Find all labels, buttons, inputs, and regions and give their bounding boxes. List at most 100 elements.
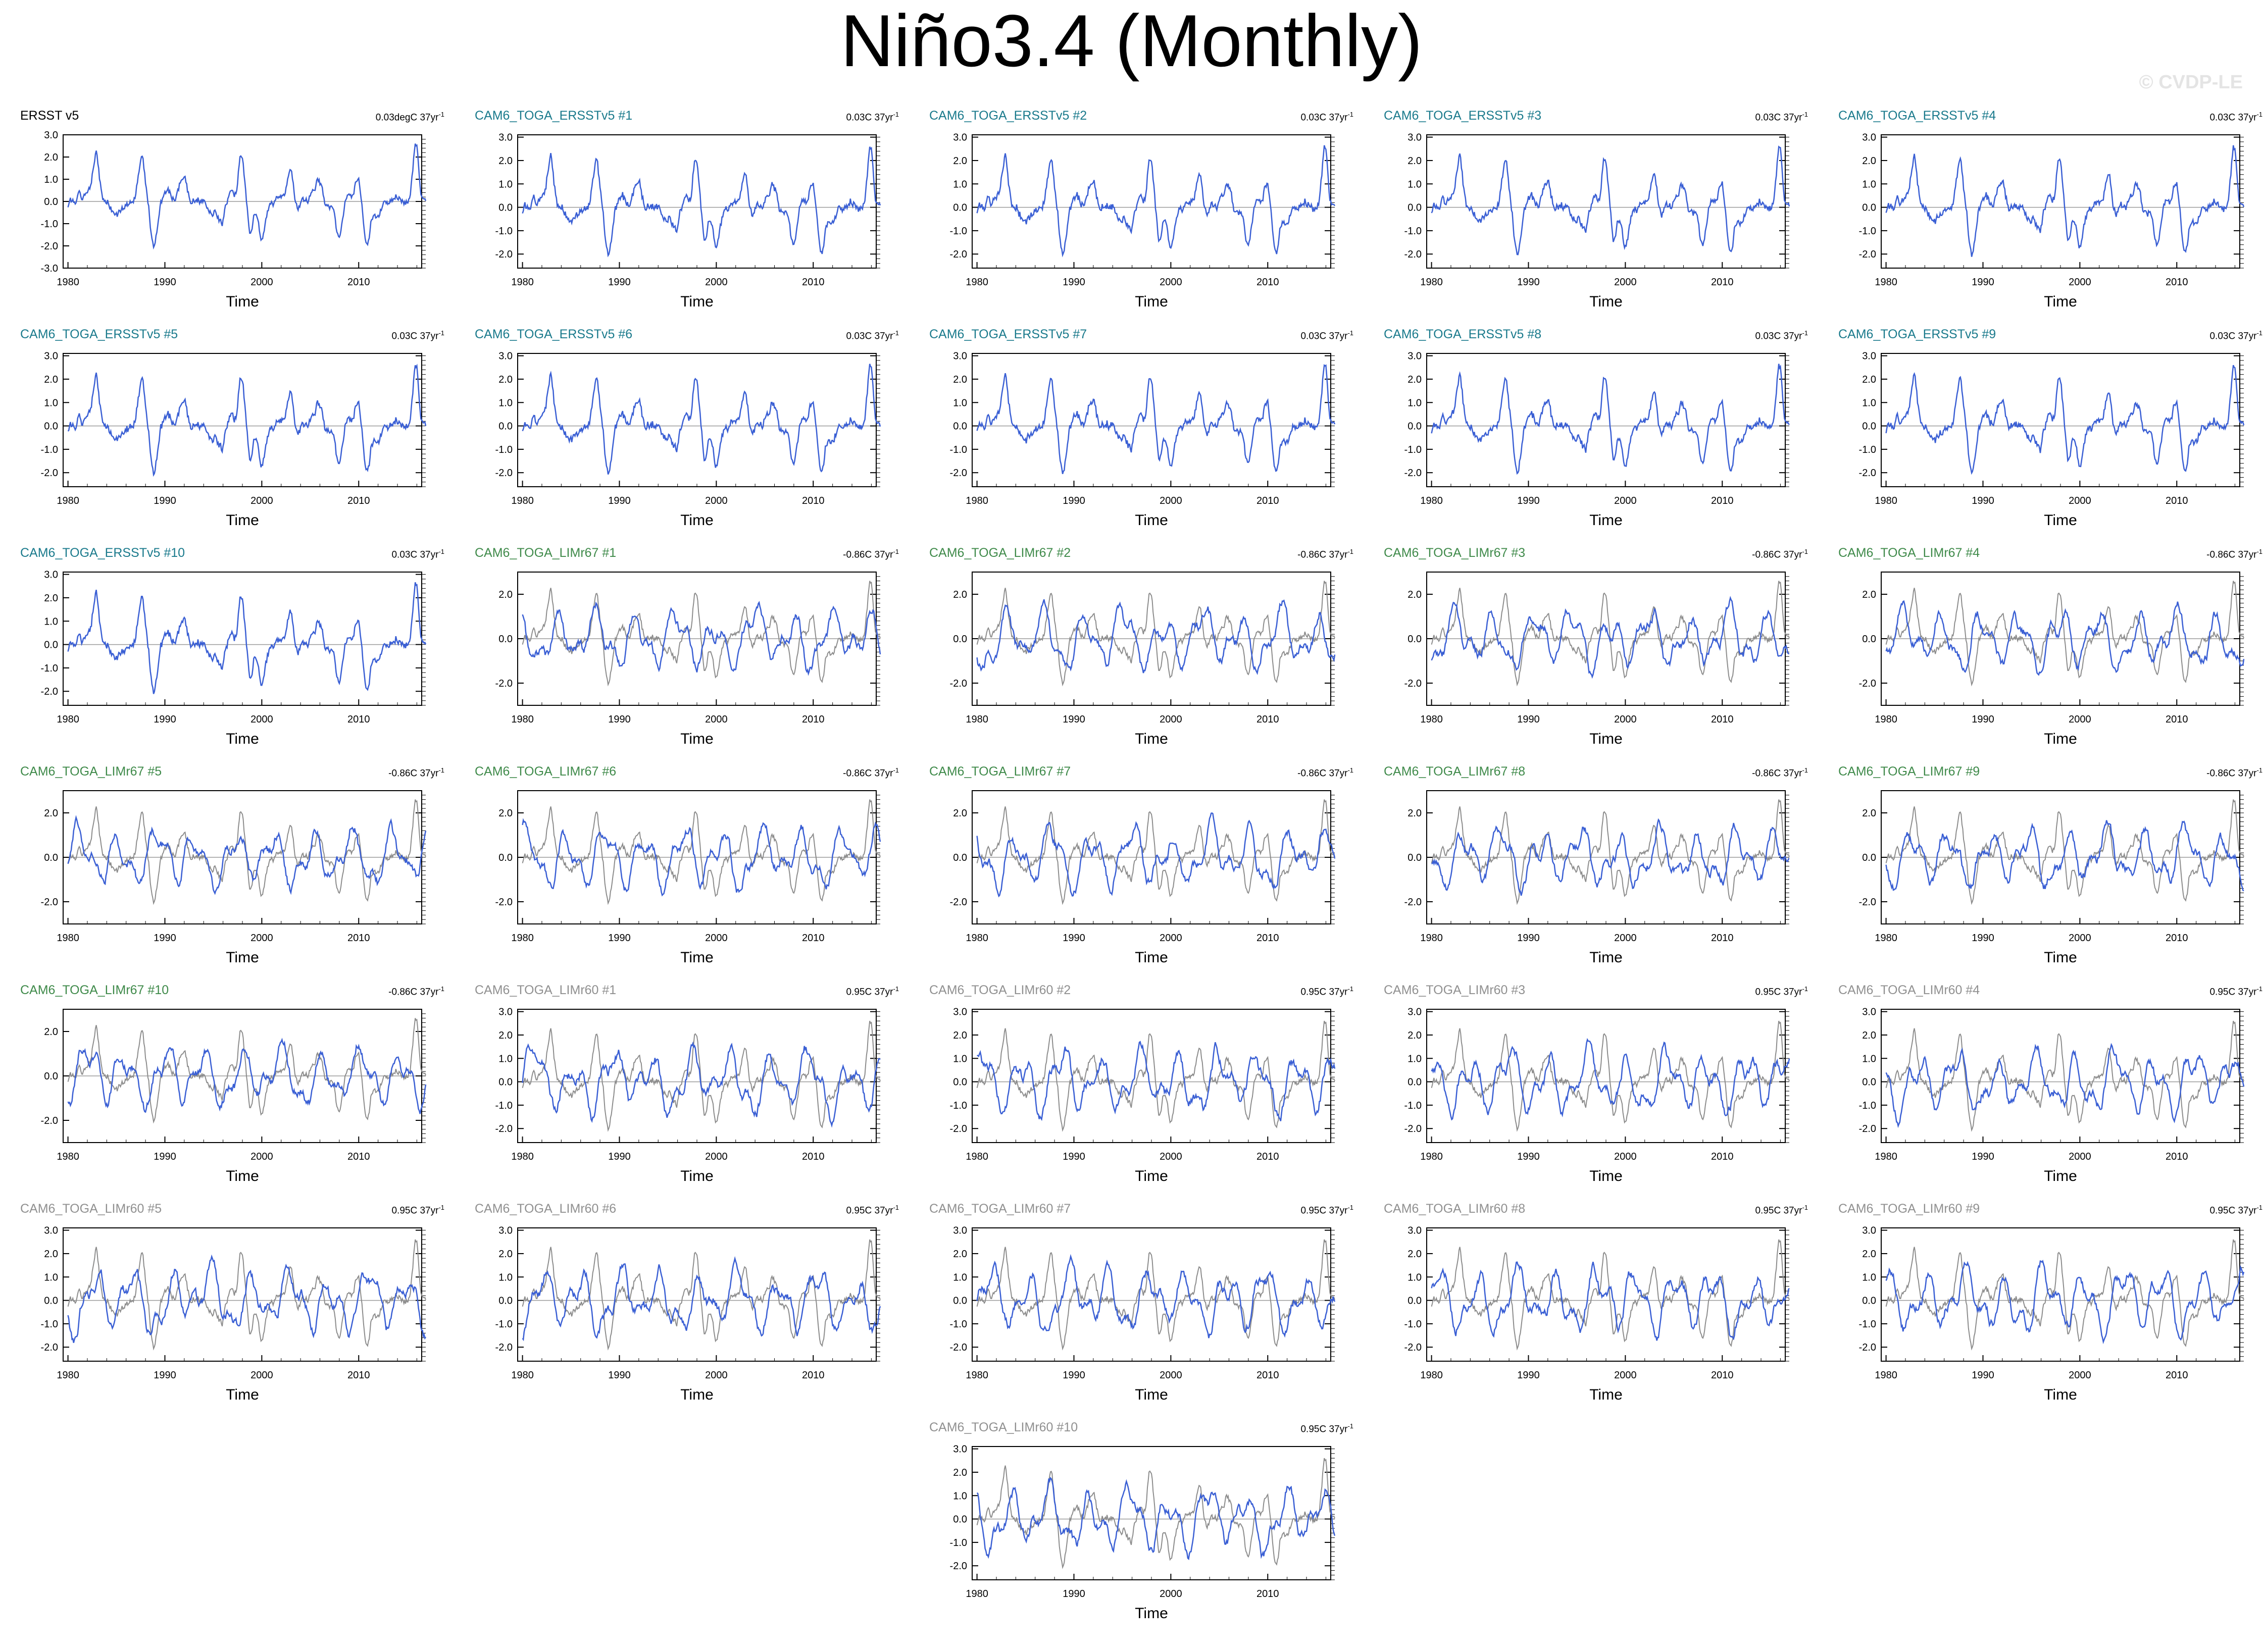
series-line-model	[976, 145, 1336, 257]
x-axis-label: Time	[1589, 293, 1623, 310]
x-tick-label: 1980	[57, 714, 79, 725]
chart-panel: ERSST v5 0.03degC 37yr-1 3.0 2.0 1.0 0.0 -1.0 -…	[20, 109, 444, 316]
y-tick-label: -2.0	[950, 1561, 967, 1572]
x-tick-label: 2000	[1160, 1588, 1182, 1599]
y-tick-label: 3.0	[498, 351, 513, 362]
series-line-observed	[1431, 581, 1790, 687]
x-tick-label: 2010	[802, 277, 825, 288]
y-tick-label: 2.0	[1862, 1249, 1876, 1260]
chart-svg: 3.0 2.0 1.0 0.0 -1.0 -2.0 1980 1990 2000 2010 Time	[1404, 1007, 1790, 1184]
chart-panel: CAM6_TOGA_ERSSTv5 #9 0.03C 37yr-1 3.0 2.0 1.…	[1838, 327, 2262, 534]
x-tick-label: 1990	[1972, 1151, 1994, 1162]
x-tick-label: 2010	[1256, 1588, 1279, 1599]
x-tick-label: 1990	[1972, 1370, 1994, 1381]
y-tick-label: 1.0	[953, 1490, 967, 1502]
y-tick-label: 2.0	[498, 589, 513, 600]
y-tick-label: -2.0	[950, 678, 967, 689]
y-tick-label: 0.0	[498, 1077, 513, 1088]
x-tick-label: 2010	[1256, 495, 1279, 506]
y-tick-label: 1.0	[953, 1053, 967, 1064]
y-tick-label: 1.0	[44, 616, 58, 627]
x-tick-label: 2010	[347, 277, 370, 288]
panel-title: CAM6_TOGA_LIMr60 #9	[1838, 1202, 1980, 1216]
y-tick-label: -2.0	[41, 1342, 58, 1353]
x-tick-label: 2000	[705, 1151, 728, 1162]
x-tick-label: 2010	[1711, 714, 1734, 725]
x-tick-label: 1980	[511, 495, 534, 506]
x-tick-label: 1980	[511, 714, 534, 725]
y-tick-label: 3.0	[498, 1007, 513, 1018]
x-axis-label: Time	[1589, 1386, 1623, 1403]
series-line-observed	[522, 581, 881, 687]
x-tick-label: 1980	[966, 1151, 988, 1162]
series-line-observed	[1885, 799, 2244, 905]
panel-trend: 0.03C 37yr-1	[391, 548, 444, 560]
x-tick-label: 1990	[1972, 933, 1994, 944]
y-tick-label: -2.0	[950, 1342, 967, 1353]
page-title: Niño3.4 (Monthly)	[840, 0, 1423, 82]
y-tick-label: -1.0	[1859, 226, 1876, 237]
y-tick-label: -2.0	[1404, 249, 1422, 260]
y-tick-label: -2.0	[1859, 678, 1876, 689]
x-tick-label: 2000	[2069, 933, 2091, 944]
x-axis-label: Time	[1589, 512, 1623, 529]
y-tick-label: -2.0	[41, 1115, 58, 1126]
plot-frame	[972, 134, 1331, 269]
y-tick-label: 0.0	[1862, 202, 1876, 214]
series-line-model	[67, 364, 427, 477]
series-line-observed	[1885, 581, 2244, 687]
series-line-model	[67, 1038, 427, 1114]
x-tick-label: 1990	[1517, 1151, 1540, 1162]
series-line-model	[1885, 820, 2244, 892]
x-axis-label: Time	[226, 731, 259, 747]
x-axis-label: Time	[2044, 293, 2077, 310]
panel-title: CAM6_TOGA_LIMr60 #7	[929, 1202, 1071, 1216]
chart-svg: 2.0 0.0 -2.0 1980 1990 2000 2010 Time	[1859, 572, 2245, 747]
y-tick-label: -2.0	[495, 897, 513, 908]
panel-title: CAM6_TOGA_ERSSTv5 #8	[1384, 327, 1542, 341]
x-tick-label: 1990	[1063, 1370, 1085, 1381]
series-line-model	[1431, 364, 1790, 475]
x-tick-label: 1990	[1517, 714, 1540, 725]
chart-panel: CAM6_TOGA_LIMr60 #5 0.95C 37yr-1 3.0 2.0 1.0…	[20, 1202, 444, 1409]
y-tick-label: -2.0	[1859, 1342, 1876, 1353]
y-tick-label: 0.0	[44, 1296, 58, 1307]
chart-svg: 3.0 2.0 1.0 0.0 -1.0 -2.0 1980 1990 2000 2010 Time	[1859, 1225, 2245, 1403]
x-tick-label: 2000	[1614, 1151, 1637, 1162]
panel-title: CAM6_TOGA_LIMr67 #10	[20, 983, 169, 997]
plot-frame	[517, 1227, 877, 1362]
y-tick-label: 1.0	[498, 397, 513, 408]
series-line-model	[522, 601, 881, 676]
y-tick-label: -1.0	[1404, 226, 1422, 237]
series-line-observed	[976, 1020, 1335, 1132]
panel-title: CAM6_TOGA_LIMr67 #9	[1838, 764, 1980, 779]
y-tick-label: -1.0	[1859, 1319, 1876, 1330]
chart-svg: 3.0 2.0 1.0 0.0 -1.0 -2.0 1980 1990 2000 2010 Time	[41, 351, 427, 529]
x-tick-label: 1990	[154, 1151, 176, 1162]
panel-title: CAM6_TOGA_LIMr67 #3	[1384, 546, 1526, 560]
y-tick-label: 0.0	[498, 202, 513, 214]
chart-panel: CAM6_TOGA_LIMr60 #6 0.95C 37yr-1 3.0 2.0 1.0…	[475, 1202, 899, 1409]
series-line-observed	[522, 799, 881, 905]
y-tick-label: 3.0	[44, 130, 58, 141]
y-tick-label: -2.0	[41, 468, 58, 479]
y-tick-label: 3.0	[44, 351, 58, 362]
y-tick-label: 1.0	[953, 1272, 967, 1283]
x-tick-label: 1990	[608, 933, 631, 944]
plot-frame	[1426, 353, 1786, 487]
y-tick-label: 0.0	[953, 1514, 967, 1525]
y-tick-label: 3.0	[953, 1007, 967, 1018]
y-tick-label: 1.0	[498, 1272, 513, 1283]
x-tick-label: 2000	[2069, 277, 2091, 288]
x-tick-label: 1990	[154, 714, 176, 725]
panel-trend: -0.86C 37yr-1	[388, 985, 444, 998]
y-tick-label: -1.0	[1859, 444, 1876, 455]
chart-panel: CAM6_TOGA_LIMr60 #1 0.95C 37yr-1 3.0 2.0 1.0…	[475, 983, 899, 1190]
y-tick-label: 0.0	[1862, 421, 1876, 432]
x-tick-label: 2000	[1160, 714, 1182, 725]
chart-panel: CAM6_TOGA_LIMr67 #6 -0.86C 37yr-1 2.0 0.0 -2…	[475, 764, 899, 971]
x-tick-label: 1990	[608, 714, 631, 725]
series-line-model	[522, 146, 881, 257]
plot-frame	[972, 1227, 1331, 1362]
x-axis-label: Time	[680, 731, 714, 747]
